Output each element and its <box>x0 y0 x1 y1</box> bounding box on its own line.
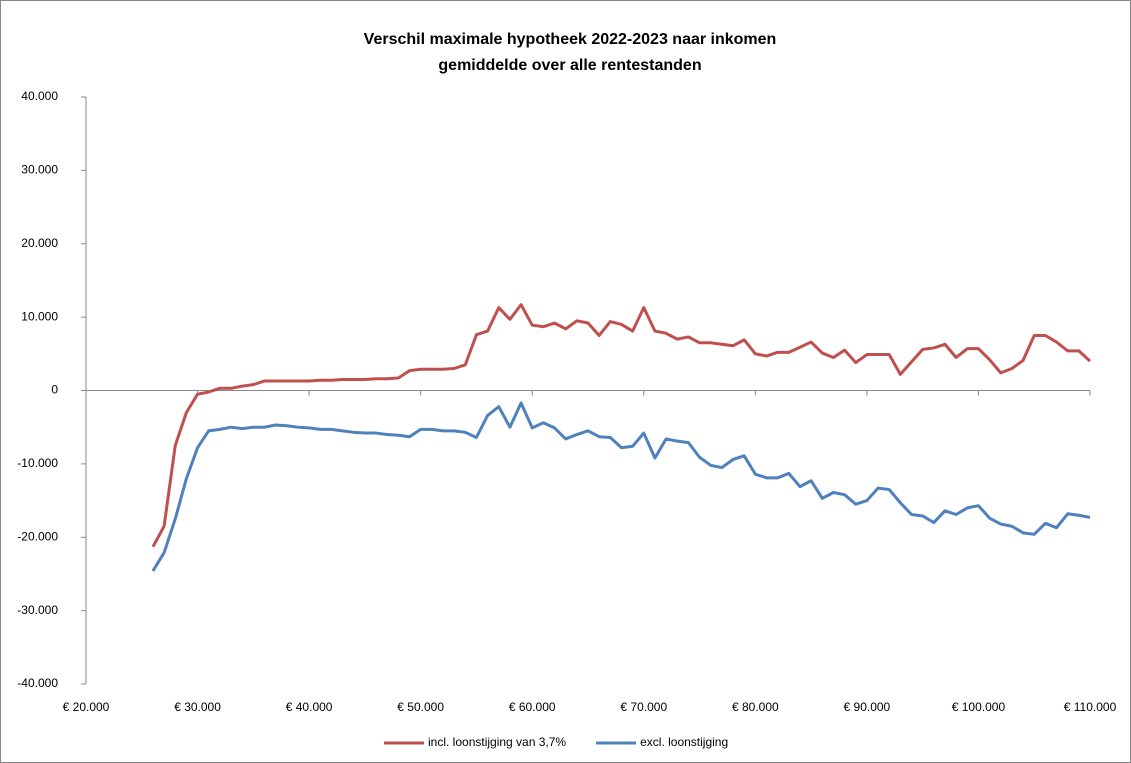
x-tick-label: € 20.000 <box>63 700 110 714</box>
legend-label: excl. loonstijging <box>640 735 728 749</box>
y-tick-label: 30.000 <box>21 163 58 177</box>
chart-subtitle: gemiddelde over alle rentestanden <box>438 57 701 74</box>
x-tick-label: € 50.000 <box>397 700 444 714</box>
y-tick-label: -20.000 <box>17 529 58 543</box>
y-tick-label: -30.000 <box>17 603 58 617</box>
series-line <box>151 401 1091 572</box>
y-tick-label: -40.000 <box>17 676 58 690</box>
y-tick-label: -10.000 <box>17 456 58 470</box>
y-tick-label: 20.000 <box>21 236 58 250</box>
x-tick-label: € 40.000 <box>286 700 333 714</box>
y-tick-label: 10.000 <box>21 309 58 323</box>
x-tick-label: € 60.000 <box>509 700 556 714</box>
series-line <box>151 303 1092 548</box>
x-tick-label: € 90.000 <box>844 700 891 714</box>
chart-title: Verschil maximale hypotheek 2022-2023 na… <box>364 31 777 48</box>
legend-label: incl. loonstijging van 3,7% <box>428 735 566 749</box>
x-tick-label: € 30.000 <box>174 700 221 714</box>
x-tick-label: € 80.000 <box>732 700 779 714</box>
y-tick-label: 0 <box>51 383 58 397</box>
x-tick-label: € 70.000 <box>620 700 667 714</box>
y-tick-label: 40.000 <box>21 89 58 103</box>
x-tick-label: € 100.000 <box>952 700 1006 714</box>
x-tick-label: € 110.000 <box>1064 700 1117 714</box>
